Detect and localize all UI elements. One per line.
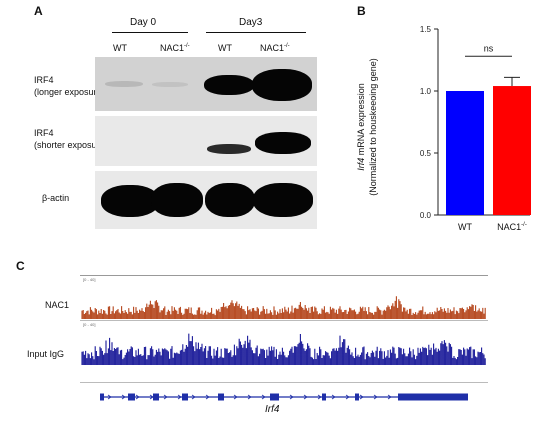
blot-beta-actin <box>95 171 317 229</box>
track-label-input-igg: Input IgG <box>27 349 65 359</box>
gene-exon-2 <box>153 393 159 401</box>
gene-exon-1 <box>128 393 135 401</box>
lane-label-wt-day3: WT <box>218 43 232 53</box>
significance-label: ns <box>484 43 494 53</box>
lane-label-nac1-day3: NAC1-/- <box>260 43 290 53</box>
band-wt-day3 <box>204 75 254 95</box>
track-signal-input-igg <box>81 333 486 365</box>
group-label-day3: Day3 <box>239 17 263 28</box>
band-actin-1 <box>101 185 159 217</box>
strand-arrow <box>373 394 378 400</box>
strand-arrow <box>191 394 196 400</box>
blot-label-irf4-longer: IRF4 (longer exposure) <box>34 75 105 97</box>
band-nac1-day3-short <box>255 132 311 154</box>
track-top-border <box>80 275 488 276</box>
blot-label-beta-actin: β-actin <box>42 193 70 203</box>
strand-arrow <box>121 394 126 400</box>
band-actin-2 <box>151 183 203 217</box>
strand-arrow <box>261 394 266 400</box>
strand-arrow <box>317 394 322 400</box>
gene-exon-8 <box>398 393 468 401</box>
gene-exon-6 <box>322 393 326 401</box>
track-range-nac1: [0 - 40] <box>83 277 96 282</box>
strand-arrow <box>177 394 182 400</box>
blot-irf4-longer <box>95 57 317 111</box>
lane-label-wt-day0: WT <box>113 43 127 53</box>
y-tick-label-2: 1.0 <box>420 87 432 96</box>
strand-arrow <box>359 394 364 400</box>
group-label-day0: Day 0 <box>130 17 157 28</box>
track-signal-nac1 <box>81 296 486 319</box>
bar-chart: 0.0 0.5 1.0 1.5 WT NAC1-/- ns <box>420 25 531 232</box>
track-divider <box>80 320 488 321</box>
bar-0 <box>446 91 484 215</box>
strand-arrow <box>387 394 392 400</box>
strand-arrow <box>303 394 308 400</box>
gene-exon-5 <box>270 393 279 401</box>
strand-arrow <box>247 394 252 400</box>
strand-arrow <box>107 394 112 400</box>
strand-arrow <box>345 394 350 400</box>
gene-exon-0 <box>100 393 104 401</box>
group-line-day3 <box>206 32 306 33</box>
track-bottom-border <box>80 382 488 383</box>
band-wt-day0 <box>105 81 143 87</box>
gene-exon-4 <box>218 393 224 401</box>
panel-a-letter: A <box>34 4 43 18</box>
group-line-day0 <box>112 32 188 33</box>
band-wt-day3-short <box>207 144 251 154</box>
x-tick-label-0: WT <box>458 222 472 232</box>
band-nac1-day3 <box>252 69 312 101</box>
gene-exon-7 <box>355 393 359 401</box>
y-tick-label-1: 0.5 <box>420 149 432 158</box>
band-nac1-day0 <box>152 82 188 87</box>
x-tick-label-1: NAC1-/- <box>497 222 527 232</box>
blot-irf4-shorter <box>95 116 317 166</box>
panel-b-letter: B <box>357 4 366 18</box>
strand-arrow <box>331 394 336 400</box>
band-actin-4 <box>253 183 313 217</box>
lane-label-nac1-day0: NAC1-/- <box>160 43 190 53</box>
strand-arrow <box>205 394 210 400</box>
bar-1 <box>493 86 531 215</box>
y-tick-label-3: 1.5 <box>420 25 432 34</box>
strand-arrow <box>289 394 294 400</box>
panel-c-letter: C <box>16 259 25 273</box>
strand-arrow <box>135 394 140 400</box>
blot-label-irf4-shorter: IRF4 (shorter exposure) <box>34 128 108 150</box>
gene-exon-3 <box>182 393 188 401</box>
band-actin-3 <box>205 183 255 217</box>
gene-label: Irf4 <box>265 404 280 415</box>
strand-arrow <box>233 394 238 400</box>
y-tick-label-0: 0.0 <box>420 211 432 220</box>
track-label-nac1: NAC1 <box>45 300 70 310</box>
strand-arrow <box>163 394 168 400</box>
track-range-input: [0 - 40] <box>83 322 96 327</box>
